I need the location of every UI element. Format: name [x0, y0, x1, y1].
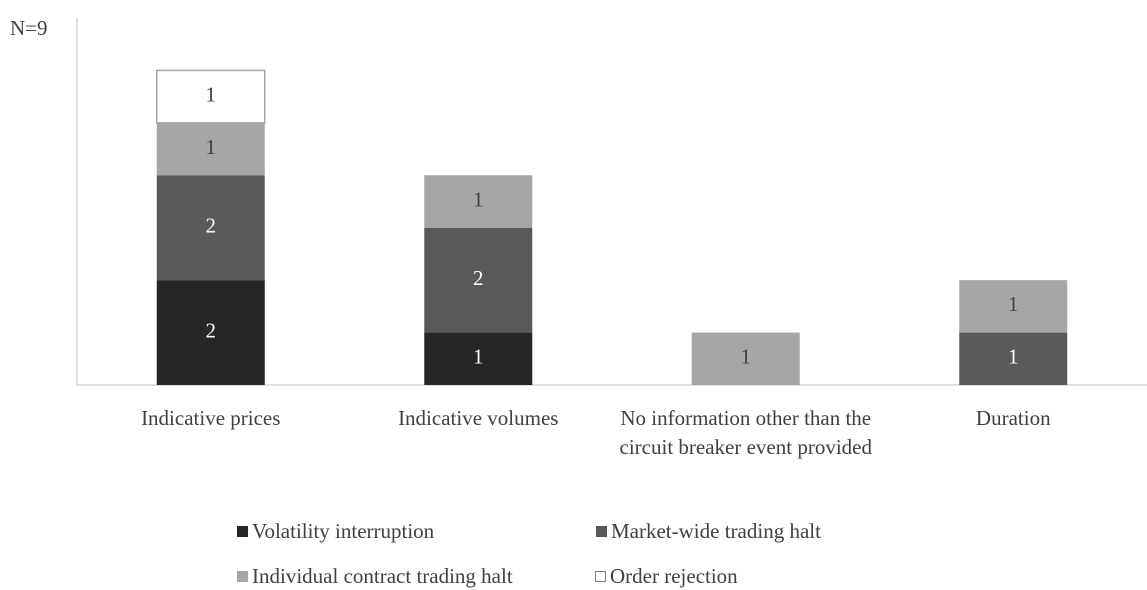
bar-segment [424, 332, 533, 385]
bar-segment [156, 69, 266, 124]
bar-segment [156, 175, 265, 281]
legend-item: Individual contract trading halt [237, 564, 513, 589]
legend-swatch [596, 526, 607, 537]
legend-swatch [237, 571, 248, 582]
legend-swatch [237, 526, 248, 537]
legend-item: Order rejection [595, 564, 738, 589]
data-label: 2 [473, 266, 484, 290]
x-tick-label: Indicative prices [141, 406, 281, 430]
x-tick-label: Duration [975, 406, 1051, 430]
legend-label: Individual contract trading halt [252, 564, 513, 588]
legend-label: Order rejection [610, 564, 738, 588]
bar-segment [424, 175, 533, 228]
x-tick-label: Indicative volumes [398, 406, 559, 430]
data-label: 2 [206, 318, 217, 342]
bar-segment [156, 280, 265, 385]
data-label: 1 [473, 187, 484, 211]
bar-segment [424, 227, 533, 333]
bar-segment [959, 280, 1068, 333]
data-label: 2 [206, 214, 217, 238]
data-label: 1 [741, 345, 752, 369]
legend-label: Volatility interruption [252, 519, 435, 543]
legend-swatch [595, 571, 606, 582]
legend-item: Market-wide trading halt [596, 519, 821, 544]
legend-item: Volatility interruption [237, 519, 434, 544]
bar-segment [156, 122, 265, 176]
bar-segment [959, 332, 1068, 385]
x-tick-label: No information other than the circuit br… [619, 406, 872, 459]
data-label: 1 [1008, 345, 1019, 369]
data-label: 1 [206, 82, 217, 106]
chart-title: N=9 [10, 16, 48, 40]
bar-segment [691, 332, 800, 385]
data-label: 1 [206, 135, 217, 159]
data-label: 1 [473, 345, 484, 369]
data-label: 1 [1008, 292, 1019, 316]
legend-label: Market-wide trading halt [611, 519, 821, 543]
